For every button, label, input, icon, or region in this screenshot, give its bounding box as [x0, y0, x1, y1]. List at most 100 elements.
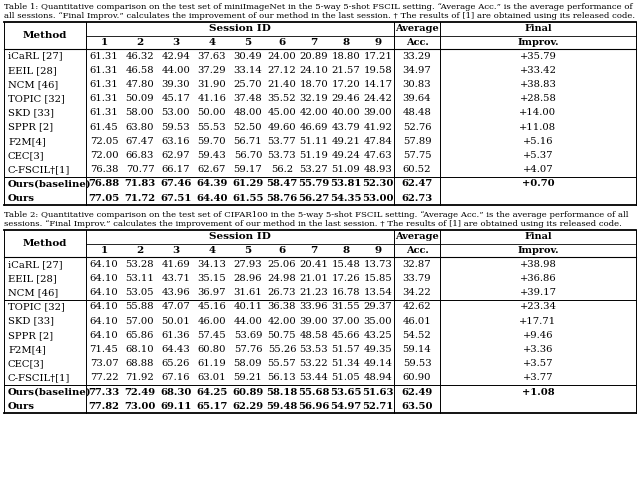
Text: Final: Final	[524, 24, 552, 33]
Text: SPPR [2]: SPPR [2]	[8, 331, 53, 340]
Text: 39.00: 39.00	[300, 317, 328, 326]
Text: 56.70: 56.70	[234, 151, 262, 160]
Text: 48.93: 48.93	[364, 165, 392, 174]
Text: 77.05: 77.05	[88, 194, 120, 202]
Text: Method: Method	[23, 31, 67, 40]
Text: 50.01: 50.01	[162, 317, 190, 326]
Text: 47.07: 47.07	[162, 302, 190, 311]
Text: Average: Average	[395, 24, 439, 33]
Text: 39.64: 39.64	[403, 94, 431, 103]
Text: 54.52: 54.52	[403, 331, 431, 340]
Text: 51.19: 51.19	[300, 151, 328, 160]
Text: 61.36: 61.36	[162, 331, 190, 340]
Text: 60.90: 60.90	[403, 373, 431, 383]
Text: 58.00: 58.00	[125, 108, 154, 117]
Text: 52.50: 52.50	[234, 123, 262, 132]
Text: 51.09: 51.09	[332, 165, 360, 174]
Text: 45.00: 45.00	[268, 108, 296, 117]
Text: 31.61: 31.61	[234, 288, 262, 297]
Text: 28.96: 28.96	[234, 274, 262, 283]
Text: +38.98: +38.98	[520, 260, 556, 269]
Text: 44.00: 44.00	[161, 66, 191, 75]
Text: 56.96: 56.96	[298, 402, 330, 411]
Text: 61.19: 61.19	[198, 359, 227, 368]
Text: 21.57: 21.57	[332, 66, 360, 75]
Text: +9.46: +9.46	[523, 331, 553, 340]
Text: 40.00: 40.00	[332, 108, 360, 117]
Text: 62.49: 62.49	[401, 388, 433, 396]
Text: 64.10: 64.10	[90, 317, 118, 326]
Text: 7: 7	[310, 38, 317, 47]
Text: 25.70: 25.70	[234, 80, 262, 89]
Text: 57.45: 57.45	[198, 331, 227, 340]
Text: 16.78: 16.78	[332, 288, 360, 297]
Text: 76.38: 76.38	[90, 165, 118, 174]
Text: 55.26: 55.26	[268, 345, 296, 354]
Text: 42.94: 42.94	[161, 51, 191, 60]
Text: 58.09: 58.09	[234, 359, 262, 368]
Text: CEC[3]: CEC[3]	[8, 151, 45, 160]
Text: 24.00: 24.00	[268, 51, 296, 60]
Text: 40.11: 40.11	[234, 302, 262, 311]
Text: 35.15: 35.15	[198, 274, 227, 283]
Text: 47.80: 47.80	[125, 80, 154, 89]
Text: Table 2: Quantitative comparison on the test set of CIFAR100 in the 5-way 5-shot: Table 2: Quantitative comparison on the …	[4, 211, 628, 219]
Text: +28.58: +28.58	[520, 94, 556, 103]
Text: 46.01: 46.01	[403, 317, 431, 326]
Text: 64.43: 64.43	[162, 345, 190, 354]
Text: 61.31: 61.31	[90, 80, 118, 89]
Text: 27.93: 27.93	[234, 260, 262, 269]
Text: TOPIC [32]: TOPIC [32]	[8, 94, 65, 103]
Text: 76.88: 76.88	[88, 179, 120, 189]
Text: 51.57: 51.57	[332, 345, 360, 354]
Text: 44.00: 44.00	[234, 317, 262, 326]
Text: EEIL [28]: EEIL [28]	[8, 66, 57, 75]
Text: 72.00: 72.00	[90, 151, 118, 160]
Text: Ours: Ours	[8, 194, 35, 202]
Text: Improv.: Improv.	[517, 246, 559, 255]
Text: 54.35: 54.35	[330, 194, 362, 202]
Text: 67.47: 67.47	[125, 137, 154, 146]
Text: 5: 5	[244, 246, 252, 255]
Text: 2: 2	[136, 246, 143, 255]
Text: 55.88: 55.88	[125, 302, 154, 311]
Text: 64.10: 64.10	[90, 302, 118, 311]
Text: 71.45: 71.45	[90, 345, 118, 354]
Text: 49.60: 49.60	[268, 123, 296, 132]
Text: 53.00: 53.00	[162, 108, 190, 117]
Text: sessions. “Final Improv.” calculates the improvement of our method in the last s: sessions. “Final Improv.” calculates the…	[4, 220, 622, 228]
Text: 59.70: 59.70	[198, 137, 227, 146]
Text: 46.32: 46.32	[125, 51, 154, 60]
Text: 34.97: 34.97	[403, 66, 431, 75]
Text: 45.17: 45.17	[161, 94, 191, 103]
Text: 55.53: 55.53	[198, 123, 227, 132]
Text: 77.82: 77.82	[88, 402, 120, 411]
Text: iCaRL [27]: iCaRL [27]	[8, 51, 63, 60]
Text: 66.17: 66.17	[162, 165, 190, 174]
Text: 27.12: 27.12	[268, 66, 296, 75]
Text: 41.92: 41.92	[364, 123, 392, 132]
Text: 1: 1	[100, 38, 108, 47]
Text: +5.37: +5.37	[523, 151, 553, 160]
Text: 15.48: 15.48	[332, 260, 360, 269]
Text: Final: Final	[524, 233, 552, 242]
Text: 53.05: 53.05	[125, 288, 154, 297]
Text: F2M[4]: F2M[4]	[8, 345, 46, 354]
Text: 31.90: 31.90	[198, 80, 227, 89]
Text: 4: 4	[209, 246, 216, 255]
Text: +3.77: +3.77	[523, 373, 553, 383]
Text: 55.68: 55.68	[298, 388, 330, 396]
Text: 59.53: 59.53	[162, 123, 190, 132]
Text: 64.39: 64.39	[196, 179, 228, 189]
Text: +5.16: +5.16	[523, 137, 553, 146]
Text: +4.07: +4.07	[523, 165, 554, 174]
Text: 71.72: 71.72	[124, 194, 156, 202]
Text: 5: 5	[244, 38, 252, 47]
Text: 8: 8	[342, 38, 349, 47]
Text: C-FSCIL†[1]: C-FSCIL†[1]	[8, 373, 70, 383]
Text: 31.55: 31.55	[332, 302, 360, 311]
Text: 33.14: 33.14	[234, 66, 262, 75]
Text: 64.25: 64.25	[196, 388, 228, 396]
Text: 17.21: 17.21	[364, 51, 392, 60]
Text: 65.17: 65.17	[196, 402, 228, 411]
